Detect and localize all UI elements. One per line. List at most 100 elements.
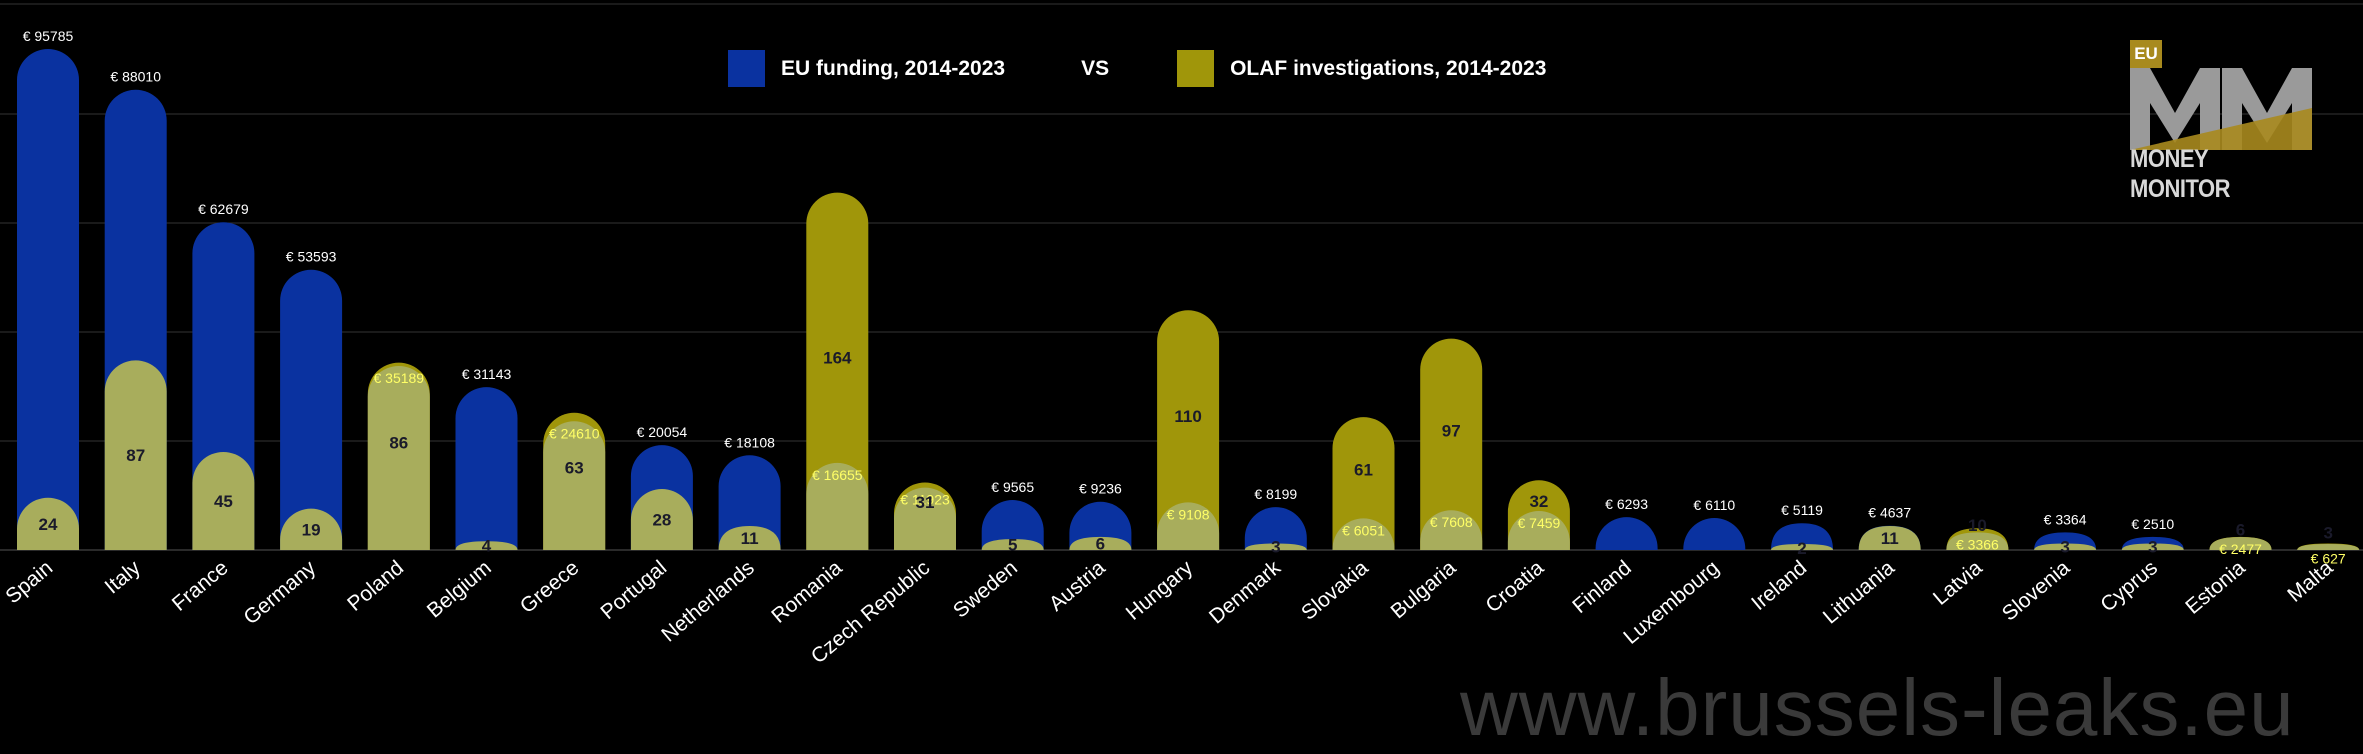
data-label-funding: € 7608: [1430, 514, 1473, 530]
legend-vs-label: VS: [1081, 56, 1110, 80]
bar-investigations: [630, 489, 693, 550]
x-tick-label: Ireland: [1747, 556, 1811, 615]
data-label-investigations: 3: [1271, 538, 1280, 557]
data-label-investigations: 32: [1529, 492, 1548, 511]
legend-label-funding: EU funding, 2014-2023: [781, 56, 1006, 80]
bar-investigations: [1157, 310, 1220, 550]
logo-name: MONEY MONITOR: [2130, 144, 2230, 203]
bar-funding-overlap: [2297, 544, 2360, 550]
bar-investigations: [981, 539, 1044, 550]
legend-item-funding: EU funding, 2014-2023: [728, 50, 1043, 87]
x-tick-label: Netherlands: [657, 556, 759, 646]
x-tick-label: Spain: [1, 556, 57, 608]
x-tick-label: Denmark: [1205, 556, 1285, 629]
bar-funding: [280, 269, 343, 550]
data-label-investigations: 6: [2236, 520, 2245, 539]
data-label-investigations: 97: [1442, 421, 1461, 440]
data-label-funding: € 5119: [1781, 502, 1823, 518]
data-label-funding: € 3364: [2044, 511, 2087, 527]
data-label-funding: € 7459: [1517, 515, 1560, 531]
legend-item-investigations: OLAF investigations, 2014-2023: [1177, 50, 1546, 87]
x-tick-label: Luxembourg: [1619, 556, 1723, 649]
watermark: www.brussels-leaks.eu: [1460, 663, 2295, 752]
data-label-investigations: 10: [1968, 516, 1987, 535]
bar-investigations: [455, 541, 518, 550]
x-tick-label: Slovakia: [1297, 556, 1373, 625]
data-label-funding: € 11923: [900, 492, 950, 508]
x-tick-label: Greece: [516, 556, 584, 618]
bar-funding-overlap: [2209, 537, 2272, 550]
data-label-investigations: 24: [39, 515, 58, 534]
bar-investigations: [192, 451, 255, 550]
logo-eu-badge: EU: [2130, 40, 2162, 68]
bar-funding: [1771, 523, 1833, 550]
x-tick-label: Estonia: [2181, 556, 2250, 619]
bar-investigations: [1069, 536, 1132, 550]
data-label-funding: € 4637: [1868, 505, 1911, 521]
x-tick-label: Sweden: [949, 556, 1022, 622]
logo-mm-icon: [2130, 68, 2312, 150]
x-tick-label: Italy: [101, 556, 146, 599]
data-label-investigations: 6: [1096, 534, 1105, 553]
data-label-funding: € 88010: [110, 69, 161, 85]
data-label-funding: € 627: [2311, 551, 2346, 567]
bar-funding-overlap: [1946, 532, 2009, 550]
x-tick-label: Germany: [239, 556, 320, 629]
money-monitor-logo: EU MONEY MONITOR: [2130, 40, 2312, 203]
legend-label-investigations: OLAF investigations, 2014-2023: [1230, 56, 1547, 80]
data-label-investigations: 3: [2323, 524, 2332, 543]
x-tick-label: Latvia: [1929, 556, 1987, 610]
data-label-funding: € 9565: [991, 479, 1034, 495]
data-label-funding: € 53593: [286, 249, 337, 265]
x-tick-label: Hungary: [1122, 556, 1198, 625]
bar-funding-overlap: [367, 365, 430, 550]
bar-funding: [455, 387, 518, 550]
data-label-investigations: 31: [916, 493, 935, 512]
x-tick-label: France: [168, 556, 233, 616]
bar-funding-overlap: [1507, 510, 1570, 550]
bar-investigations: [718, 526, 781, 550]
data-label-funding: € 31143: [462, 366, 512, 382]
x-tick-label: Poland: [343, 556, 408, 616]
data-label-funding: € 6051: [1342, 522, 1385, 538]
bar-investigations: [2034, 543, 2097, 550]
bar-funding: [981, 500, 1044, 550]
bar-funding-overlap: [1157, 502, 1220, 550]
data-label-investigations: 11: [741, 529, 759, 548]
bar-funding: [1595, 517, 1658, 550]
data-label-investigations: 164: [823, 348, 852, 367]
bar-funding: [17, 49, 79, 551]
x-tick-label: Finland: [1568, 556, 1636, 618]
x-tick-label: Austria: [1045, 556, 1110, 616]
bar-investigations: [280, 508, 343, 550]
data-label-investigations: 11: [1881, 529, 1899, 548]
data-label-funding: € 6110: [1693, 497, 1735, 513]
bar-funding-overlap: [543, 421, 606, 550]
bar-funding-overlap: [894, 487, 956, 550]
bar-funding: [1244, 507, 1307, 550]
x-tick-label: Lithuania: [1819, 556, 1899, 629]
x-tick-label: Slovenia: [1998, 556, 2075, 626]
bar-funding-overlap: [806, 462, 869, 550]
data-label-funding: € 62679: [198, 201, 249, 217]
legend: EU funding, 2014-2023 VS OLAF investigat…: [728, 50, 1546, 87]
data-label-funding: € 6293: [1605, 496, 1648, 512]
data-label-investigations: 4: [482, 537, 492, 556]
data-label-investigations: 61: [1354, 461, 1373, 480]
data-label-funding: € 24610: [549, 425, 600, 441]
x-tick-label: Bulgaria: [1387, 556, 1461, 623]
bar-investigations: [1858, 526, 1921, 550]
data-label-investigations: 5: [1008, 536, 1017, 555]
bar-investigations: [17, 497, 79, 550]
data-label-funding: € 8199: [1254, 486, 1297, 502]
bar-funding-overlap: [1420, 510, 1483, 550]
bar-investigations: [1332, 417, 1395, 550]
legend-swatch-funding: [728, 50, 765, 87]
data-label-investigations: 110: [1174, 407, 1201, 426]
data-label-funding: € 35189: [373, 370, 424, 386]
data-label-funding: € 16655: [812, 467, 863, 483]
bar-funding-overlap: [1332, 518, 1395, 550]
x-tick-label: Cyprus: [2096, 556, 2162, 616]
data-label-funding: € 9108: [1167, 506, 1210, 522]
